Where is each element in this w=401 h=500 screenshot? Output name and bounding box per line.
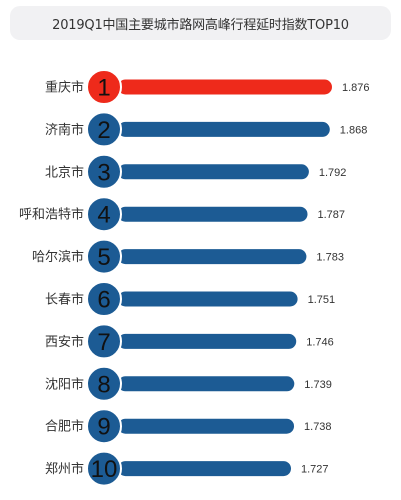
rank-label: 9 — [97, 414, 110, 441]
data-label: 1.746 — [306, 336, 334, 348]
rank-badge — [86, 196, 122, 233]
rank-label: 10 — [91, 456, 118, 483]
rank-badge — [86, 69, 122, 105]
data-label: 1.868 — [340, 124, 368, 136]
category-label: 西安市 — [45, 334, 84, 350]
data-label: 1.739 — [304, 379, 332, 391]
bar — [118, 418, 295, 434]
rank-badge — [86, 365, 122, 402]
rank-badge — [86, 153, 122, 190]
category-label: 呼和浩特市 — [19, 207, 84, 223]
rank-label: 7 — [97, 329, 110, 356]
category-label: 北京市 — [45, 164, 84, 180]
bar — [118, 376, 295, 392]
bar — [118, 249, 307, 265]
category-label: 重庆市 — [45, 80, 84, 96]
category-label: 济南市 — [45, 122, 84, 138]
rank-label: 6 — [97, 287, 110, 314]
data-label: 1.783 — [316, 252, 344, 264]
category-label: 沈阳市 — [45, 376, 84, 392]
rank-badge — [86, 450, 122, 487]
data-label: 1.738 — [304, 421, 332, 433]
bar — [118, 291, 298, 307]
bar — [118, 79, 332, 95]
rank-label: 1 — [97, 75, 110, 102]
category-label: 合肥市 — [45, 419, 84, 435]
bar — [118, 164, 309, 180]
rank-label: 2 — [97, 117, 110, 144]
category-label: 哈尔滨市 — [32, 249, 84, 265]
data-label: 1.787 — [318, 209, 346, 221]
chart-title-box: 2019Q1中国主要城市路网高峰行程延时指数TOP10 — [10, 6, 391, 40]
rank-label: 8 — [97, 371, 110, 398]
rank-badge — [86, 323, 122, 360]
chart-title: 2019Q1中国主要城市路网高峰行程延时指数TOP10 — [52, 17, 349, 33]
bar — [118, 461, 291, 477]
rank-badge — [86, 111, 122, 148]
rank-label: 5 — [97, 244, 110, 271]
category-label: 郑州市 — [45, 461, 84, 477]
data-label: 1.876 — [342, 82, 370, 94]
data-label: 1.727 — [301, 464, 329, 476]
rank-label: 4 — [97, 202, 110, 229]
bar — [118, 121, 330, 137]
bar — [118, 206, 308, 222]
rank-badge — [86, 281, 122, 317]
rank-label: 3 — [97, 159, 110, 186]
rank-badge — [86, 238, 122, 275]
data-label: 1.792 — [319, 167, 347, 179]
data-label: 1.751 — [308, 294, 336, 306]
rank-badge — [86, 408, 122, 445]
category-label: 长春市 — [45, 292, 84, 308]
bar — [118, 333, 297, 349]
